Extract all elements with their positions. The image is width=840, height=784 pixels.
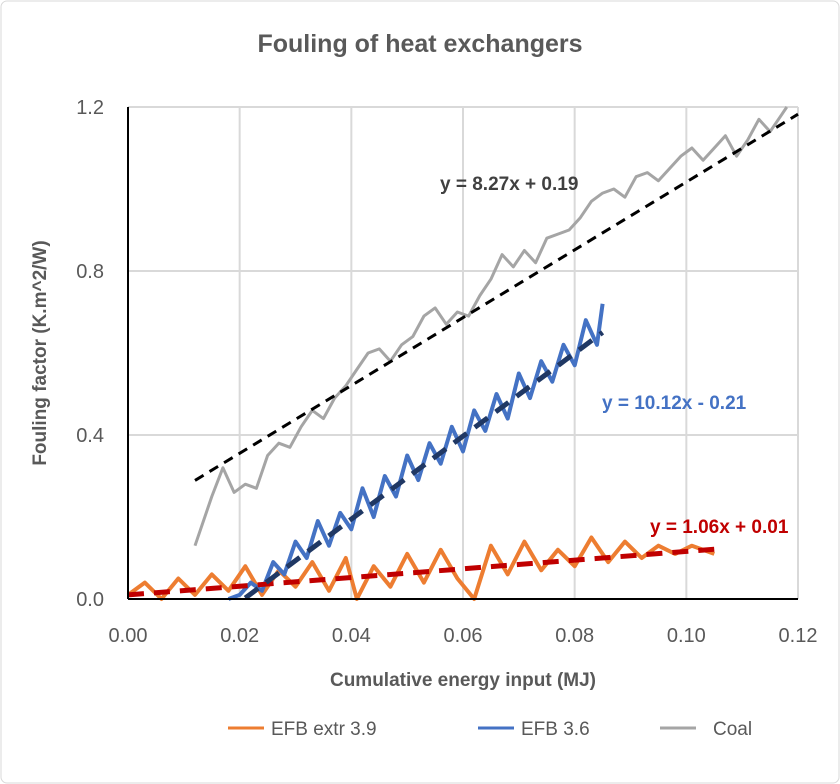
y-tick-label: 0.8 bbox=[76, 261, 104, 283]
x-tick-label: 0.02 bbox=[220, 625, 259, 647]
gridlines bbox=[128, 106, 799, 599]
x-tick-label: 0.08 bbox=[555, 625, 594, 647]
x-tick-label: 0.04 bbox=[332, 625, 371, 647]
x-axis-title: Cumulative energy input (MJ) bbox=[330, 670, 596, 691]
series-line-efb-extr-3-9 bbox=[126, 535, 715, 601]
series-line-efb-3-6 bbox=[227, 303, 605, 601]
y-tick-labels: 0.0 0.4 0.8 1.2 bbox=[76, 97, 104, 611]
efb-extr-trendline-equation: y = 1.06x + 0.01 bbox=[650, 517, 789, 538]
coal-trendline-equation: y = 8.27x + 0.19 bbox=[440, 174, 578, 195]
trendlines bbox=[127, 112, 799, 600]
trendline-efb-extr-3-9 bbox=[127, 546, 715, 598]
x-tick-label: 0.00 bbox=[109, 625, 148, 647]
series-group bbox=[126, 106, 789, 601]
legend-label-efb-extr: EFB extr 3.9 bbox=[271, 719, 377, 740]
legend-label-coal: Coal bbox=[713, 719, 752, 740]
efb36-trendline-equation: y = 10.12x - 0.21 bbox=[602, 393, 747, 414]
trendline-coal bbox=[194, 112, 799, 482]
x-tick-label: 0.06 bbox=[444, 625, 483, 647]
trendline-efb-3-6 bbox=[243, 330, 605, 600]
y-tick-label: 1.2 bbox=[76, 97, 104, 119]
series-line-coal bbox=[193, 106, 789, 547]
legend: EFB extr 3.9 EFB 3.6 Coal bbox=[228, 719, 752, 740]
y-axis-title: Fouling factor (K.m^2/W) bbox=[30, 240, 51, 465]
y-tick-label: 0.4 bbox=[76, 425, 104, 447]
x-tick-label: 0.10 bbox=[667, 625, 706, 647]
x-tick-labels: 0.00 0.02 0.04 0.06 0.08 0.10 0.12 bbox=[109, 625, 818, 647]
y-tick-label: 0.0 bbox=[76, 589, 104, 611]
x-tick-label: 0.12 bbox=[779, 625, 818, 647]
chart-title: Fouling of heat exchangers bbox=[257, 30, 582, 58]
legend-label-efb36: EFB 3.6 bbox=[521, 719, 590, 740]
